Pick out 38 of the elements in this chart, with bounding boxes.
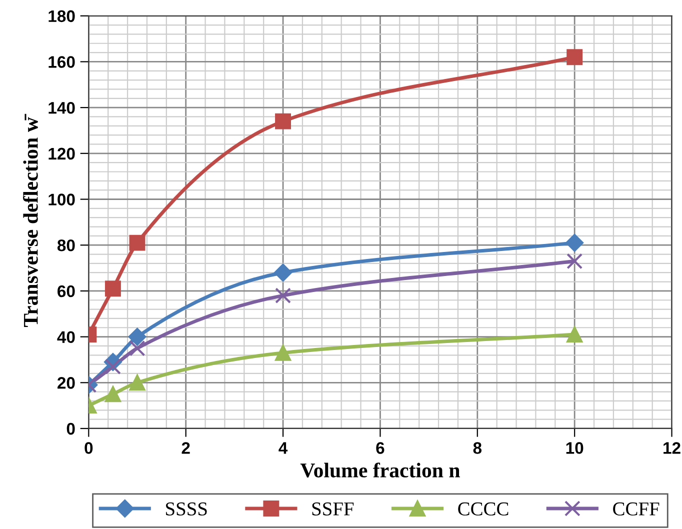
point bbox=[275, 344, 292, 361]
x-tick-label: 10 bbox=[566, 442, 584, 454]
point bbox=[129, 374, 146, 391]
point bbox=[104, 386, 121, 402]
legend-label: CCCC bbox=[458, 502, 508, 516]
point bbox=[129, 234, 146, 251]
x-tick-label: 8 bbox=[473, 442, 482, 454]
y-tick-label: 180 bbox=[48, 10, 75, 22]
point bbox=[274, 264, 292, 282]
point bbox=[566, 234, 584, 252]
y-tick-label: 0 bbox=[66, 422, 75, 435]
legend-label: CCFF bbox=[613, 502, 660, 516]
x-tick-label: 2 bbox=[182, 442, 190, 454]
point bbox=[104, 280, 121, 297]
x-tick-label: 4 bbox=[278, 442, 288, 454]
point bbox=[129, 340, 146, 356]
x-tick-label: 12 bbox=[664, 442, 680, 454]
y-axis-title: Transverse deflection w̄ bbox=[23, 114, 38, 327]
y-tick-label: 140 bbox=[48, 102, 75, 114]
y-tick-label: 20 bbox=[58, 377, 75, 389]
x-tick-label: 0 bbox=[84, 442, 93, 454]
y-tick-label: 120 bbox=[48, 148, 75, 160]
y-tick-label: 60 bbox=[58, 285, 75, 298]
point bbox=[566, 253, 583, 270]
y-tick-label: 80 bbox=[57, 240, 75, 252]
y-tick-label: 160 bbox=[48, 56, 75, 68]
legend-label: SSSS bbox=[166, 502, 207, 516]
point bbox=[128, 328, 146, 346]
point bbox=[566, 326, 583, 342]
x-tick-label: 6 bbox=[376, 442, 384, 454]
point bbox=[275, 288, 292, 304]
legend-label: SSFF bbox=[312, 502, 354, 516]
point bbox=[566, 49, 583, 66]
y-tick-label: 100 bbox=[48, 194, 75, 206]
x-axis-title: Volume fraction n bbox=[300, 462, 460, 478]
y-tick-label: 40 bbox=[57, 331, 75, 343]
point bbox=[104, 358, 121, 375]
point bbox=[275, 113, 292, 130]
